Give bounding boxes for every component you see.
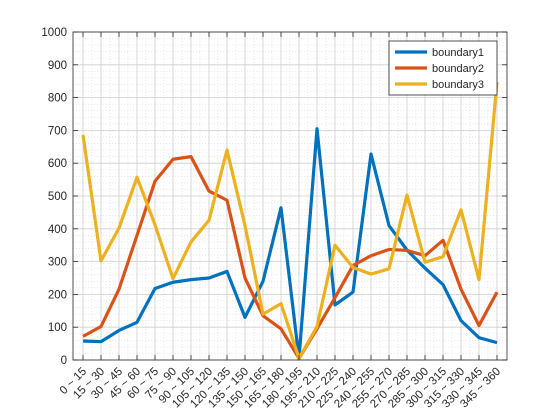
y-tick-label: 300 xyxy=(48,257,67,269)
y-tick-label: 100 xyxy=(48,322,67,334)
legend-label-boundary1: boundary1 xyxy=(432,47,484,59)
series-line-boundary1 xyxy=(82,127,498,360)
series-layer xyxy=(81,81,499,360)
y-tick-label: 0 xyxy=(61,355,67,367)
legend-label-boundary3: boundary3 xyxy=(432,79,484,91)
axes xyxy=(72,31,508,361)
y-tick-label: 400 xyxy=(48,224,67,236)
y-tick-label: 800 xyxy=(48,93,67,105)
y-tick-label: 600 xyxy=(48,158,67,170)
y-tick-label: 1000 xyxy=(41,27,67,39)
series-line-boundary2 xyxy=(82,155,499,360)
legend: boundary1 boundary2 boundary3 xyxy=(388,40,498,96)
y-tick-label: 200 xyxy=(48,289,67,301)
y-tick-label: 900 xyxy=(48,60,67,72)
series-line-boundary3 xyxy=(81,81,499,360)
y-tick-label: 500 xyxy=(48,191,67,203)
legend-label-boundary2: boundary2 xyxy=(432,63,484,75)
y-tick-label: 700 xyxy=(48,125,67,137)
